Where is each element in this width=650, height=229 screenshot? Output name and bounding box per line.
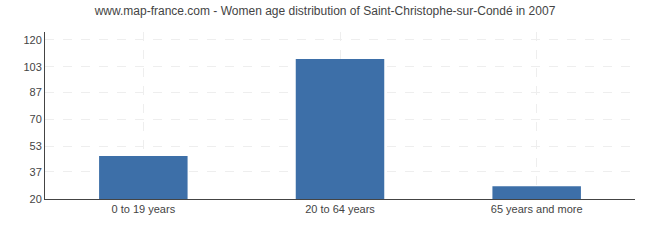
svg-text:70: 70	[30, 113, 42, 125]
svg-text:53: 53	[30, 140, 42, 152]
svg-text:0 to 19 years: 0 to 19 years	[112, 203, 176, 215]
svg-text:65 years and more: 65 years and more	[491, 203, 583, 215]
svg-text:120: 120	[23, 34, 41, 46]
svg-text:37: 37	[30, 166, 42, 178]
svg-text:www.map-france.com - Women age: www.map-france.com - Women age distribut…	[94, 4, 556, 18]
svg-text:20 to 64 years: 20 to 64 years	[305, 203, 375, 215]
svg-text:20: 20	[30, 193, 42, 205]
svg-text:87: 87	[30, 86, 42, 98]
svg-text:103: 103	[23, 61, 41, 73]
